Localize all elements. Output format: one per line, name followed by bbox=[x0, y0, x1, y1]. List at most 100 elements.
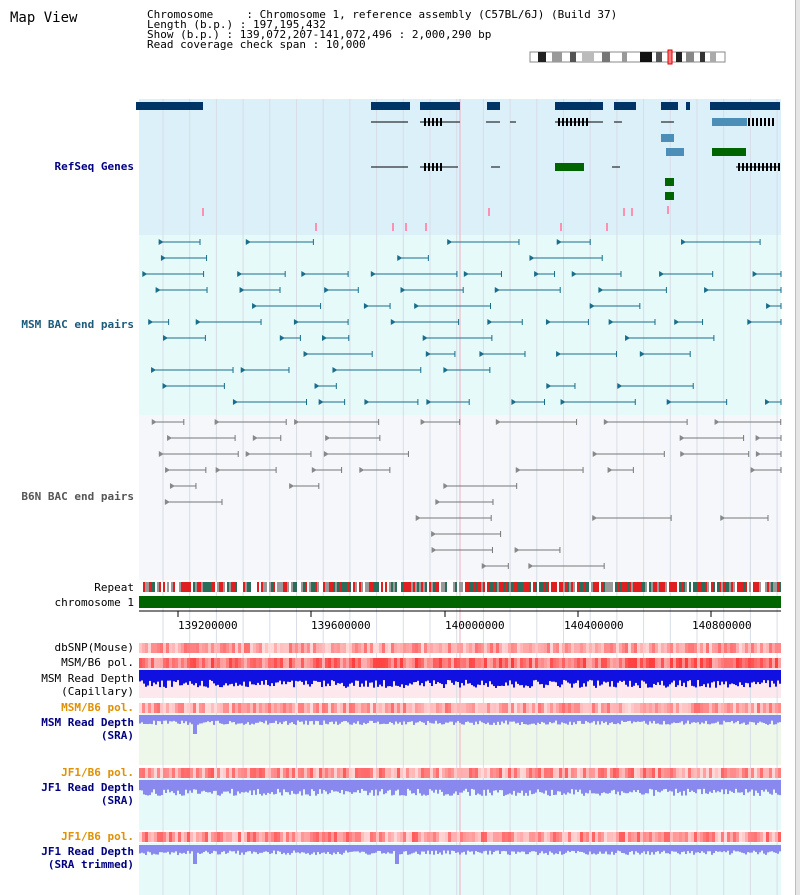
polymorphism-cell bbox=[766, 832, 769, 842]
read-depth-bar bbox=[615, 845, 617, 853]
read-depth-bar bbox=[201, 845, 203, 854]
read-depth-bar bbox=[173, 670, 175, 682]
polymorphism-cell bbox=[400, 768, 403, 778]
read-depth-bar bbox=[223, 715, 225, 725]
read-depth-bar bbox=[455, 715, 457, 723]
msm-bac-end bbox=[556, 351, 562, 357]
repeat-segment bbox=[701, 582, 703, 592]
read-depth-bar bbox=[321, 845, 323, 853]
polymorphism-cell bbox=[685, 658, 688, 668]
b6n-bac-end bbox=[215, 467, 221, 473]
gene-mark bbox=[606, 223, 608, 231]
repeat-segment bbox=[537, 582, 539, 592]
read-depth-bar bbox=[677, 845, 679, 854]
read-depth-bar bbox=[401, 670, 403, 685]
polymorphism-cell bbox=[322, 643, 325, 653]
scroll-frame[interactable] bbox=[795, 0, 800, 895]
polymorphism-cell bbox=[286, 643, 289, 653]
polymorphism-cell bbox=[424, 658, 427, 668]
polymorphism-cell bbox=[661, 703, 664, 713]
b6n-bac-label[interactable]: B6N BAC end pairs bbox=[21, 490, 134, 503]
read-depth-bar bbox=[755, 670, 757, 685]
polymorphism-cell bbox=[691, 643, 694, 653]
polymorphism-cell bbox=[721, 658, 724, 668]
polymorphism-cell bbox=[328, 703, 331, 713]
gene-exon bbox=[432, 118, 434, 126]
polymorphism-cell bbox=[448, 768, 451, 778]
polymorphism-cell bbox=[655, 832, 658, 842]
polymorphism-cell bbox=[766, 643, 769, 653]
polymorphism-cell bbox=[418, 643, 421, 653]
polymorphism-cell bbox=[544, 643, 547, 653]
read-depth-bar bbox=[361, 670, 363, 684]
repeat-segment bbox=[631, 582, 633, 592]
polymorphism-cell bbox=[715, 832, 718, 842]
polymorphism-cell bbox=[745, 832, 748, 842]
polymorphism-cell bbox=[301, 832, 304, 842]
read-depth-bar bbox=[583, 845, 585, 853]
read-depth-bar bbox=[669, 670, 671, 685]
read-depth-bar bbox=[337, 715, 339, 725]
read-depth-bar bbox=[381, 845, 383, 854]
read-depth-bar bbox=[693, 715, 695, 723]
polymorphism-cell bbox=[310, 703, 313, 713]
polymorphism-cell bbox=[682, 658, 685, 668]
b6n-bac-end bbox=[169, 483, 175, 489]
read-depth-bar bbox=[501, 715, 503, 722]
b6n-bac-end bbox=[435, 499, 441, 505]
polymorphism-cell bbox=[655, 768, 658, 778]
read-depth-bar bbox=[315, 670, 317, 681]
polymorphism-cell bbox=[778, 643, 781, 653]
polymorphism-cell bbox=[316, 643, 319, 653]
gene-exon bbox=[738, 163, 740, 171]
polymorphism-cell bbox=[655, 643, 658, 653]
refseq-label[interactable]: RefSeq Genes bbox=[54, 160, 134, 173]
polymorphism-cell bbox=[439, 658, 442, 668]
read-depth-bar bbox=[465, 780, 467, 789]
read-depth-bar bbox=[753, 780, 755, 796]
read-depth-bar bbox=[343, 780, 345, 795]
read-depth-bar bbox=[199, 715, 201, 724]
polymorphism-cell bbox=[265, 643, 268, 653]
read-depth-bar bbox=[417, 780, 419, 789]
b6n-bac-end bbox=[359, 467, 365, 473]
repeat-segment bbox=[211, 582, 213, 592]
read-depth-bar bbox=[621, 715, 623, 721]
read-depth-bar bbox=[177, 780, 179, 791]
polymorphism-cell bbox=[379, 643, 382, 653]
polymorphism-cell bbox=[532, 768, 535, 778]
read-depth-bar bbox=[557, 715, 559, 725]
read-depth-bar bbox=[157, 670, 159, 682]
read-depth-bar bbox=[513, 715, 515, 722]
polymorphism-cell bbox=[703, 768, 706, 778]
read-depth-bar bbox=[463, 670, 465, 686]
repeat-segment bbox=[377, 582, 379, 592]
read-depth-bar bbox=[287, 780, 289, 793]
polymorphism-cell bbox=[775, 658, 778, 668]
gene-exon bbox=[586, 118, 588, 126]
polymorphism-cell bbox=[634, 643, 637, 653]
read-depth-bar bbox=[229, 715, 231, 722]
repeat-segment bbox=[301, 582, 303, 592]
polymorphism-cell bbox=[271, 658, 274, 668]
read-depth-bar bbox=[197, 715, 199, 725]
polymorphism-cell bbox=[667, 643, 670, 653]
polymorphism-cell bbox=[673, 703, 676, 713]
read-depth-bar bbox=[691, 715, 693, 723]
read-depth-bar bbox=[647, 715, 649, 725]
read-depth-bar bbox=[463, 715, 465, 725]
polymorphism-cell bbox=[499, 768, 502, 778]
msm-bac-label[interactable]: MSM BAC end pairs bbox=[21, 318, 134, 331]
read-depth-bar bbox=[711, 715, 713, 724]
polymorphism-cell bbox=[757, 768, 760, 778]
read-depth-bar bbox=[485, 780, 487, 796]
msm-bac-end bbox=[447, 239, 453, 245]
read-depth-bar bbox=[733, 845, 735, 851]
polymorphism-cell bbox=[172, 832, 175, 842]
repeat-segment bbox=[585, 582, 587, 592]
repeat-segment bbox=[141, 582, 143, 592]
read-depth-bar bbox=[257, 780, 259, 790]
polymorphism-cell bbox=[745, 643, 748, 653]
repeat-segment bbox=[385, 582, 387, 592]
